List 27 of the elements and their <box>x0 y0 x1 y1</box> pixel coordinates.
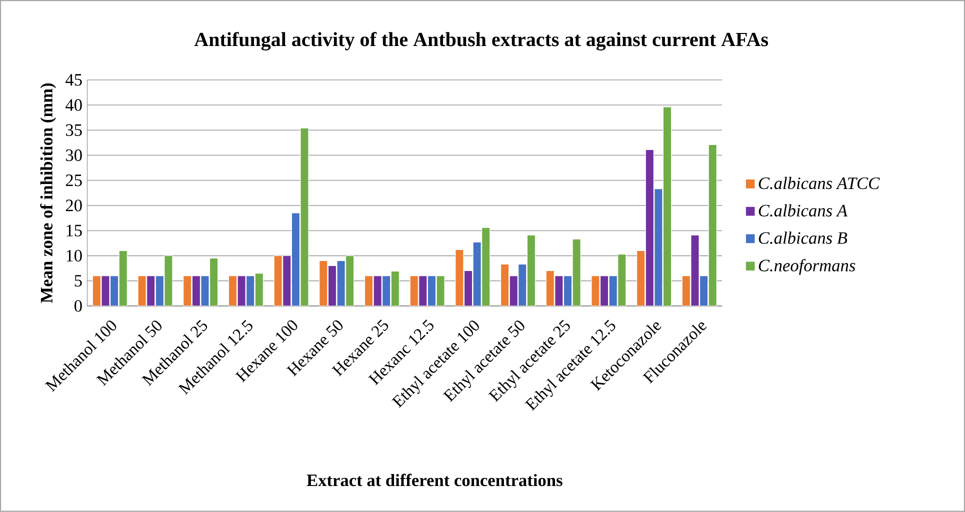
bar <box>155 276 164 306</box>
y-tick-label: 5 <box>74 275 82 287</box>
bar <box>110 276 119 306</box>
y-tick-label: 30 <box>66 149 82 162</box>
legend-label: C.neoformans <box>758 259 856 275</box>
y-tick-label: 20 <box>66 200 82 212</box>
bar <box>700 276 708 306</box>
y-axis-title: Mean zone of inhibition (mm) <box>40 83 56 303</box>
y-tick-label: 25 <box>66 174 82 186</box>
bar <box>563 276 572 306</box>
bar <box>608 276 618 306</box>
legend-label: C.albicans B <box>758 232 848 244</box>
y-tick-label: 0 <box>74 300 82 312</box>
bar <box>427 276 436 306</box>
y-tick-label: 10 <box>66 250 82 262</box>
bar <box>382 276 391 306</box>
bar <box>518 264 527 306</box>
y-tick-label: 35 <box>66 124 82 136</box>
legend-label: C.albicans A <box>758 204 848 217</box>
bar <box>291 212 300 306</box>
y-tick-label: 45 <box>66 74 82 86</box>
y-tick-label: 40 <box>66 99 82 111</box>
y-tick-label: 15 <box>66 224 82 236</box>
x-axis-title: Extract at different concentrations <box>306 474 562 486</box>
legend-label: C.albicans ATCC <box>758 176 880 190</box>
bar <box>246 276 255 306</box>
chart-title: Antifungal activity of the Antbush extracts at against current AFAs <box>194 32 768 51</box>
